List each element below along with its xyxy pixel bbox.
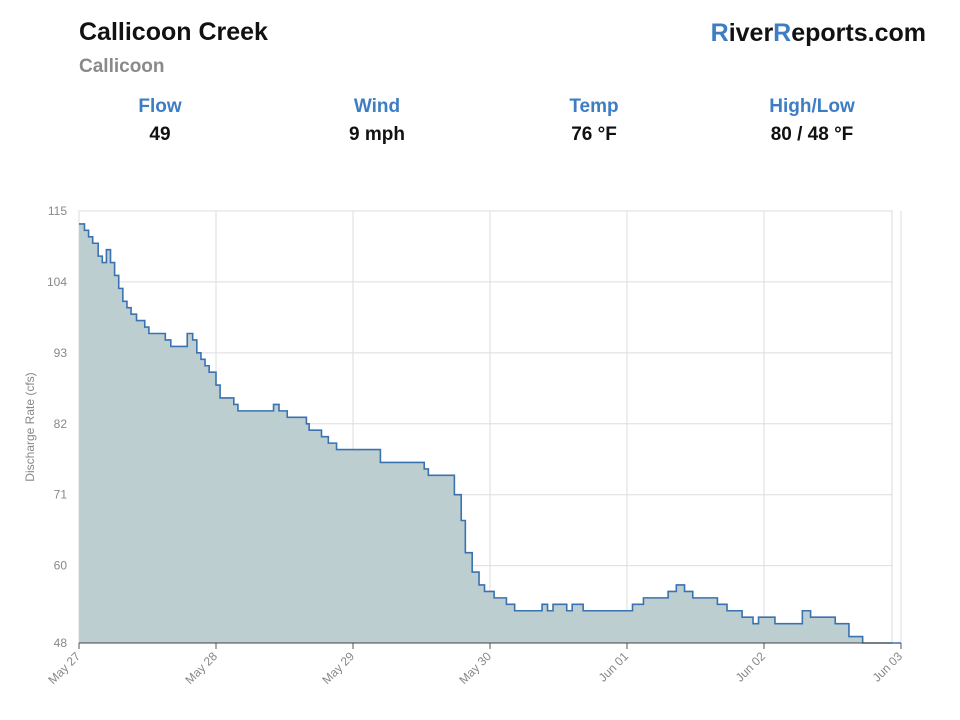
x-tick-label: Jun 03 [870,649,906,685]
stat-high-low-value: 80 / 48 °F [770,124,854,145]
stat-temp: Temp 76 °F [494,96,694,146]
y-tick-label: 82 [54,417,68,431]
x-tick-label: May 28 [182,649,220,687]
y-tick-label: 104 [47,275,67,289]
stat-wind-label: Wind [353,96,401,117]
stat-wind-value: 9 mph [349,124,405,145]
x-tick-label: Jun 01 [596,649,632,685]
stat-temp-label: Temp [569,96,619,117]
brand-part-1: iver [728,19,774,47]
discharge-line [79,223,901,644]
discharge-area [79,223,901,644]
stat-high-low: High/Low 80 / 48 °F [712,96,912,146]
y-tick-label: 60 [54,559,68,573]
stat-wind: Wind 9 mph [277,96,477,146]
location-name: Callicoon [79,56,165,77]
brand-letter-r2: R [773,19,792,47]
y-tick-label: 93 [54,346,68,360]
stat-temp-value: 76 °F [571,124,617,145]
y-tick-label: 48 [54,636,68,650]
brand-part-2: eports.com [791,19,926,47]
x-tick-label: May 30 [456,649,494,687]
y-tick-label: 71 [54,488,68,502]
stat-high-low-label: High/Low [769,96,855,117]
brand-logo[interactable]: RiverReports.com [711,19,926,48]
stat-flow: Flow 49 [60,96,260,146]
x-tick-label: Jun 02 [733,649,769,685]
stat-flow-label: Flow [138,96,182,117]
y-axis-label: Discharge Rate (cfs) [23,372,37,481]
river-name: Callicoon Creek [79,18,268,46]
brand-letter-r1: R [710,19,729,47]
x-tick-label: May 29 [319,649,357,687]
x-tick-label: May 27 [45,649,83,687]
y-tick-label: 115 [48,204,67,218]
stat-flow-value: 49 [149,124,171,145]
